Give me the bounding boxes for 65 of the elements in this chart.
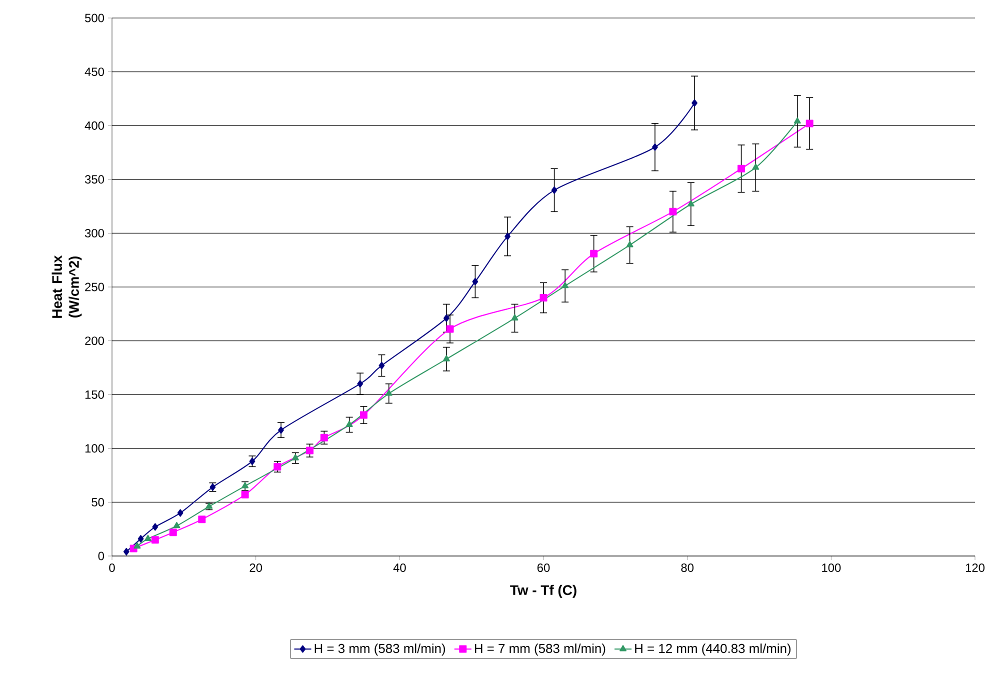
y-tick-label: 300 (84, 228, 104, 238)
point (652, 143, 658, 151)
point (138, 535, 144, 543)
y-tick-label: 50 (92, 498, 104, 506)
y-tick-label: 250 (85, 282, 104, 292)
point (169, 528, 177, 536)
point (123, 548, 130, 556)
point (806, 120, 814, 128)
point (626, 241, 634, 248)
x-tick-label: 100 (822, 564, 841, 572)
x-tick-label: 120 (966, 564, 985, 572)
y-tick-label: 0 (98, 552, 104, 560)
point (357, 380, 364, 388)
point (134, 542, 141, 549)
point (687, 200, 694, 206)
point (173, 522, 180, 528)
point (144, 534, 152, 542)
point (249, 458, 256, 466)
point (346, 420, 353, 427)
point (306, 446, 314, 454)
y-tick-label: 150 (85, 390, 104, 399)
point (442, 355, 450, 362)
y-tick-label: 500 (85, 14, 104, 22)
point (692, 99, 698, 107)
y-tick-label: 350 (84, 175, 104, 184)
point (274, 462, 282, 470)
y-axis-title: Heat Flux (W/cm^2) (52, 255, 82, 318)
point (562, 282, 569, 288)
x-tick-label: 60 (537, 564, 550, 572)
legend-label: H = 12 mm (440.83 ml/min) (635, 644, 791, 656)
x-tick-label: 40 (393, 564, 406, 572)
point (320, 434, 328, 442)
point (551, 186, 558, 194)
y-tick-label: 200 (85, 336, 104, 346)
point (278, 426, 284, 434)
y-tick-label: 400 (84, 121, 104, 130)
x-axis-title: Tw - Tf (C) (510, 584, 576, 598)
point (198, 516, 206, 524)
point (738, 164, 746, 172)
point (378, 362, 385, 370)
x-tick-label: 0 (109, 564, 115, 572)
point (669, 208, 677, 216)
point (443, 314, 450, 322)
point (152, 523, 158, 531)
point (360, 411, 368, 419)
point (151, 536, 159, 544)
point (177, 509, 184, 517)
point (511, 314, 518, 320)
legend-label: H = 7 mm (583 ml/min) (474, 644, 606, 656)
legend-label: H = 3 mm (583 ml/min) (314, 644, 446, 656)
point (242, 482, 249, 488)
point (794, 117, 801, 124)
point (472, 278, 478, 286)
point (540, 294, 548, 302)
y-tick-label: 100 (85, 444, 104, 453)
point (752, 164, 760, 170)
point (292, 454, 299, 460)
point (446, 325, 454, 333)
point (241, 490, 249, 498)
point (504, 232, 510, 240)
y-tick-label: 450 (84, 68, 104, 76)
x-tick-label: 20 (250, 564, 262, 572)
x-tick-label: 80 (681, 564, 694, 572)
point (590, 250, 598, 258)
point (385, 390, 392, 396)
